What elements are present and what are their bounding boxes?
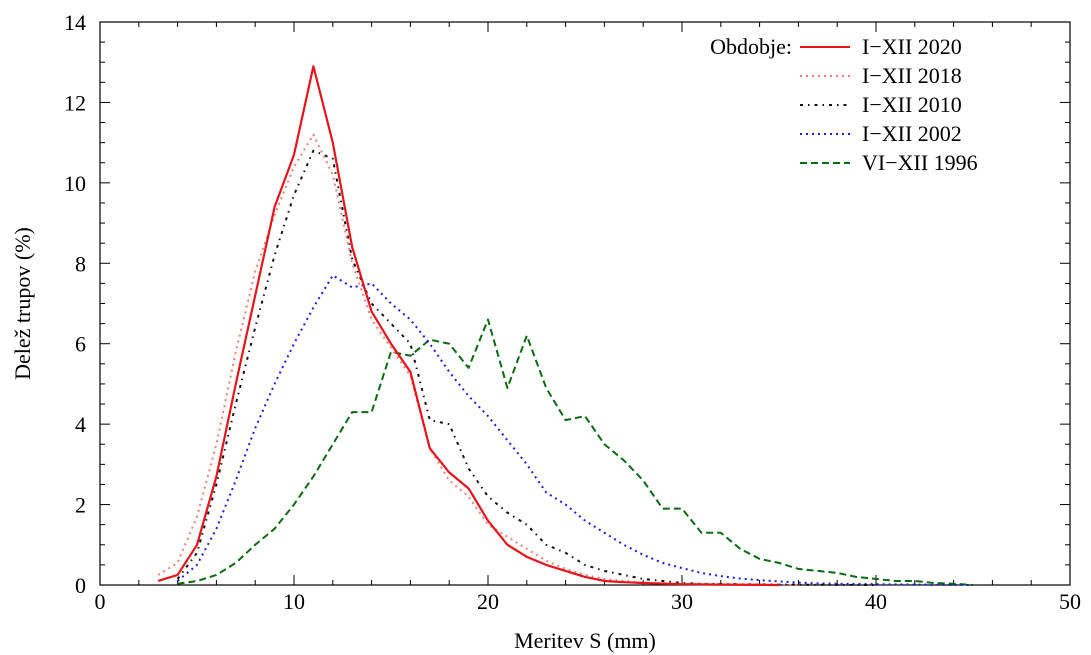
y-tick-label: 0 bbox=[75, 573, 86, 598]
legend-entry-0: I−XII 2020 bbox=[862, 34, 962, 59]
legend-title: Obdobje: bbox=[710, 34, 792, 59]
axes: 0 10 20 30 40 50 0 2 4 6 8 10 12 14 bbox=[64, 10, 1081, 614]
x-tick-label: 0 bbox=[95, 589, 106, 614]
series-layer bbox=[157, 65, 974, 587]
x-tick-label: 10 bbox=[283, 589, 305, 614]
x-axis-label: Meritev S (mm) bbox=[514, 628, 656, 653]
series-line-4 bbox=[177, 318, 974, 586]
legend: Obdobje: I−XII 2020 I−XII 2018 I−XII 2010 I−… bbox=[710, 34, 978, 175]
y-tick-label: 12 bbox=[64, 90, 86, 115]
legend-entry-4: VI−XII 1996 bbox=[862, 150, 978, 175]
y-tick-label: 4 bbox=[75, 412, 86, 437]
legend-entry-2: I−XII 2010 bbox=[862, 92, 962, 117]
y-tick-label: 10 bbox=[64, 171, 86, 196]
x-tick-label: 40 bbox=[865, 589, 887, 614]
x-tick-label: 20 bbox=[477, 589, 499, 614]
y-tick-label: 2 bbox=[75, 493, 86, 518]
series-line-3 bbox=[176, 274, 974, 586]
y-tick-label: 6 bbox=[75, 332, 86, 357]
x-tick-label: 50 bbox=[1059, 589, 1081, 614]
y-tick-label: 14 bbox=[64, 10, 86, 35]
legend-entry-3: I−XII 2002 bbox=[862, 121, 962, 146]
legend-entry-1: I−XII 2018 bbox=[862, 63, 962, 88]
series-line-1 bbox=[157, 133, 799, 586]
series-line-0 bbox=[157, 65, 780, 587]
x-tick-label: 30 bbox=[671, 589, 693, 614]
series-line-2 bbox=[176, 149, 877, 586]
y-tick-label: 8 bbox=[75, 251, 86, 276]
y-axis-label: Delež trupov (%) bbox=[10, 227, 35, 380]
